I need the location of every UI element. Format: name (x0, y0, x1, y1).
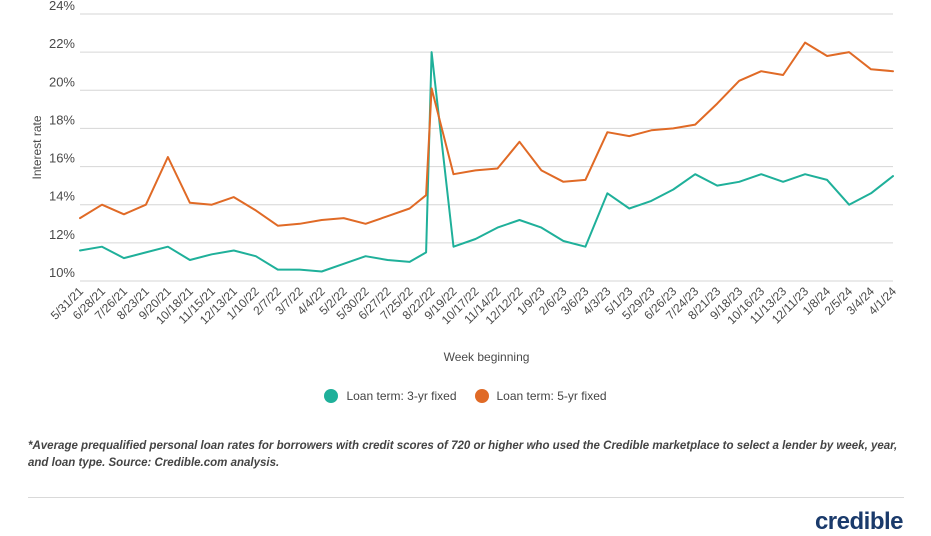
series-line-3yr (79, 51, 894, 273)
legend-swatch-3yr (324, 389, 339, 403)
y-axis-title: Interest rate (30, 115, 44, 179)
y-tick-label: 24% (49, 0, 75, 13)
legend-label-3yr: Loan term: 3-yr fixed (346, 389, 457, 403)
y-tick-label: 16% (49, 151, 75, 166)
line-chart: 10%12%14%16%18%20%22%24%5/31/216/28/217/… (30, 0, 899, 364)
y-tick-label: 14% (49, 189, 75, 204)
chart-legend: Loan term: 3-yr fixed Loan term: 5-yr fi… (0, 389, 931, 403)
chart-footnote: *Average prequalified personal loan rate… (28, 440, 898, 469)
y-tick-label: 18% (49, 112, 75, 127)
legend-item-3yr: Loan term: 3-yr fixed (324, 389, 457, 403)
y-tick-label: 12% (49, 227, 75, 242)
y-tick-label: 10% (49, 265, 75, 280)
series-line-5yr (79, 41, 894, 227)
legend-item-5yr: Loan term: 5-yr fixed (474, 389, 607, 403)
y-tick-label: 22% (49, 36, 75, 51)
footer-divider (28, 497, 904, 498)
brand-logo: credible (814, 508, 904, 535)
legend-swatch-5yr (474, 389, 489, 403)
legend-label-5yr: Loan term: 5-yr fixed (496, 389, 607, 403)
x-axis-title: Week beginning (444, 350, 530, 364)
y-tick-label: 20% (49, 74, 75, 89)
